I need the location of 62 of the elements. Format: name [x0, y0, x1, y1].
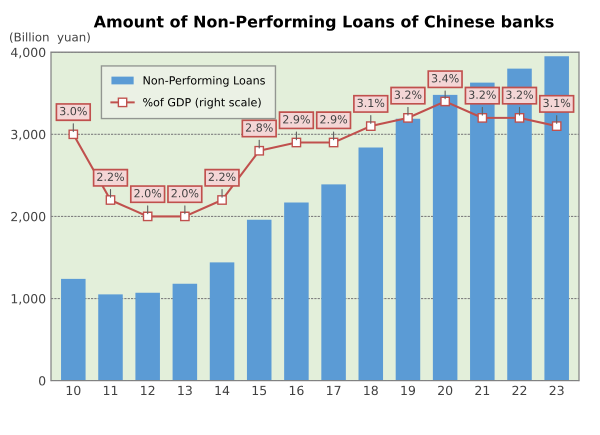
y-axis-title: (Billion yuan) — [10, 32, 90, 44]
bar — [396, 118, 420, 381]
point — [477, 113, 488, 123]
point — [180, 212, 190, 222]
y-tick-label: 0 — [39, 376, 46, 386]
data-label: 2.8% — [246, 123, 273, 132]
x-tick-label: 23 — [550, 386, 564, 396]
bar — [246, 220, 272, 381]
legend-label: Non-Performing Loans — [144, 76, 265, 87]
data-label: 3.2% — [469, 90, 496, 99]
y-tick-label: 2,000 — [11, 212, 46, 223]
data-label: 2.9% — [320, 115, 348, 124]
point — [440, 96, 450, 106]
x-tick-label: 11 — [104, 386, 118, 395]
point — [254, 146, 264, 156]
point — [217, 195, 227, 205]
bar — [284, 202, 309, 381]
x-tick-label: 22 — [512, 386, 526, 395]
data-label: 2.2% — [208, 172, 236, 181]
bar — [172, 284, 198, 381]
chart-title: Amount of Non-Performing Loans of Chinese banks — [94, 15, 554, 31]
data-label: 2.0% — [172, 189, 198, 198]
point — [366, 121, 376, 131]
data-label: 3.2% — [506, 90, 534, 99]
bar — [61, 278, 86, 381]
point — [292, 138, 302, 148]
x-tick-label: 12 — [141, 386, 154, 395]
x-tick-label: 19 — [401, 386, 416, 396]
point — [328, 138, 338, 148]
bar — [321, 184, 346, 381]
bar — [358, 147, 384, 381]
point — [68, 129, 78, 140]
x-tick-label: 13 — [178, 386, 192, 396]
legend-label: %of GDP (right scale) — [143, 98, 261, 109]
data-label: 2.9% — [283, 115, 310, 124]
point — [142, 212, 153, 222]
x-tick-label: 21 — [475, 386, 490, 395]
x-tick-label: 18 — [364, 386, 378, 396]
bar — [210, 262, 234, 381]
y-tick-label: 1,000 — [12, 294, 46, 305]
bar — [98, 294, 123, 381]
data-label: 3.4% — [432, 74, 459, 82]
point — [403, 113, 413, 123]
data-label: 3.1% — [543, 98, 570, 108]
bar — [432, 94, 458, 381]
x-tick-label: 10 — [66, 386, 80, 396]
x-tick-label: 16 — [290, 386, 304, 396]
point — [106, 195, 116, 205]
y-tick-label: 3,000 — [11, 130, 46, 141]
data-label: 2.0% — [134, 189, 162, 198]
x-tick-label: 20 — [438, 386, 452, 396]
point — [514, 113, 524, 123]
bar — [135, 292, 160, 381]
point — [552, 121, 562, 131]
data-label: 3.1% — [358, 98, 384, 108]
y-tick-label: 4,000 — [10, 48, 46, 58]
x-tick-label: 17 — [327, 386, 340, 395]
data-label: 3.2% — [394, 90, 422, 99]
x-tick-label: 15 — [252, 386, 266, 396]
x-tick-label: 14 — [215, 386, 230, 395]
data-label: 2.2% — [97, 172, 124, 181]
data-label: 3.0% — [60, 106, 87, 116]
